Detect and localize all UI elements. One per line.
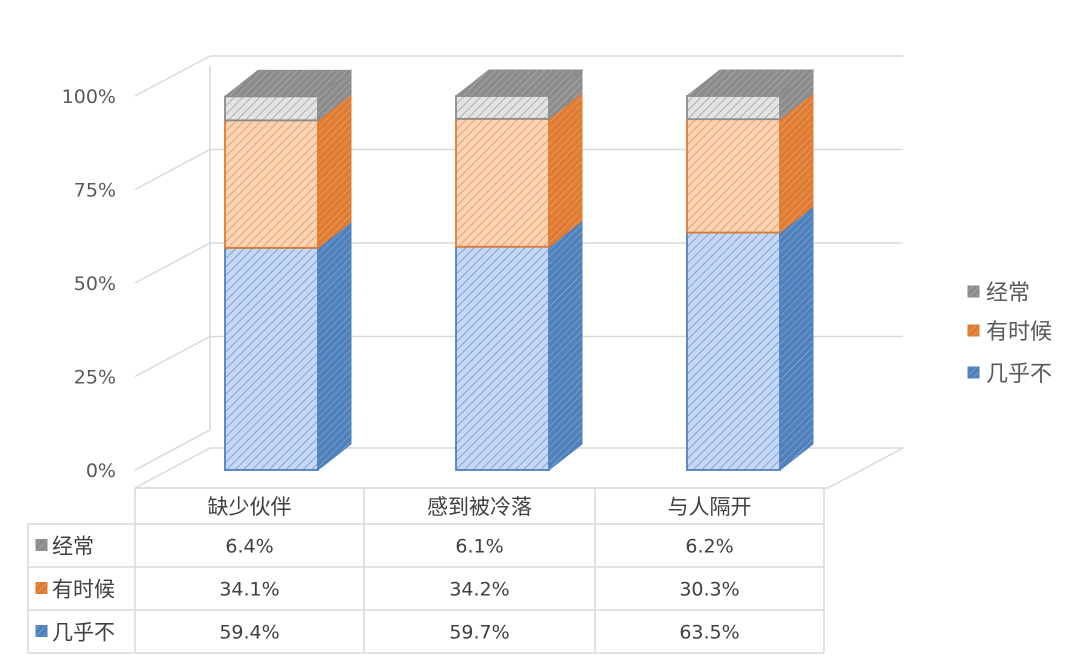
gridline-side: [134, 242, 211, 284]
y-axis-tick-labels: 0% 25% 50% 75% 100%: [62, 86, 116, 482]
table-legend-key: [35, 582, 48, 594]
bar-segment: [455, 117, 550, 248]
y-tick-label: 50%: [74, 273, 116, 295]
bar-segment-side: [548, 219, 583, 472]
data-label: 30.3%: [679, 579, 739, 601]
bar-segment: [224, 95, 319, 122]
legend-label: 经常: [986, 281, 1030, 306]
gridline-side: [134, 335, 211, 378]
bar-segment: [686, 118, 781, 234]
data-label: 34.2%: [449, 579, 509, 601]
bar-top: [685, 69, 815, 97]
bar-segment-side: [548, 91, 583, 248]
table-row-label: 几乎不: [52, 621, 115, 645]
bar-segment: [455, 245, 550, 471]
legend-key: [967, 366, 980, 379]
data-label: 59.7%: [449, 622, 509, 644]
bar-segment-side: [779, 205, 814, 472]
data-label: 6.4%: [225, 536, 273, 558]
bar-segment-side: [317, 93, 352, 249]
bar-segment: [455, 95, 550, 120]
y-tick-label: 75%: [74, 180, 116, 202]
y-tick-label: 0%: [86, 460, 116, 482]
table-row-label: 经常: [52, 535, 94, 559]
chart-walls: [134, 66, 211, 471]
bar-stack: [223, 69, 353, 472]
data-label: 63.5%: [679, 622, 739, 644]
bar-segment-side: [317, 220, 352, 472]
legend-label: 几乎不: [986, 362, 1052, 387]
legend-key: [967, 324, 980, 337]
table-row-label: 有时候: [52, 578, 115, 602]
bar-segment: [686, 95, 781, 121]
data-label: 6.2%: [685, 536, 733, 558]
category-label: 缺少伙伴: [208, 495, 292, 519]
bars: [223, 68, 815, 472]
gridline-side: [134, 55, 211, 97]
legend-label: 有时候: [986, 320, 1052, 345]
data-label: 34.1%: [219, 579, 279, 601]
y-tick-label: 25%: [74, 367, 116, 389]
gridline-side: [134, 429, 211, 471]
bar-stack: [685, 68, 815, 472]
category-label: 与人隔开: [668, 495, 752, 519]
category-label: 感到被冷落: [427, 495, 532, 519]
bar-segment: [686, 231, 781, 471]
table-legend-key: [35, 625, 48, 637]
bar-segment: [224, 119, 319, 249]
gridline-side: [134, 148, 211, 191]
y-tick-label: 100%: [62, 86, 116, 108]
bar-segment: [224, 246, 319, 471]
bar-top: [223, 69, 353, 97]
data-label: 6.1%: [455, 536, 503, 558]
data-label: 59.4%: [219, 622, 279, 644]
bar-top: [454, 69, 584, 97]
bar-stack: [454, 68, 584, 472]
table-legend-key: [35, 539, 48, 551]
legend-key: [967, 285, 980, 298]
